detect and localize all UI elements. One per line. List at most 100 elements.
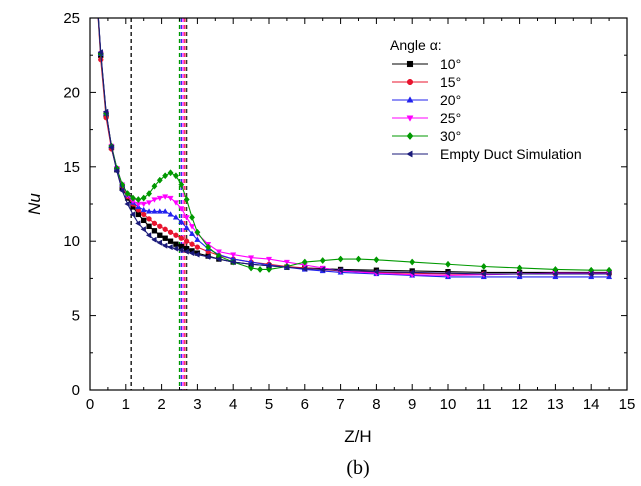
data-point [151, 220, 158, 226]
data-point [552, 270, 558, 278]
data-point [215, 249, 222, 255]
data-point [230, 252, 237, 258]
legend-title: Angle α: [390, 37, 442, 53]
data-point [301, 265, 307, 272]
series-line [97, 18, 610, 271]
data-point [204, 253, 211, 260]
legend-entry: 15° [392, 74, 461, 90]
x-tick-label: 13 [547, 396, 564, 413]
data-point [184, 238, 190, 244]
data-point [194, 228, 201, 236]
data-point [408, 269, 415, 276]
data-point [189, 213, 195, 221]
data-point [516, 264, 523, 272]
y-tick-label: 0 [72, 382, 80, 399]
data-point [102, 108, 109, 115]
data-point [172, 200, 179, 206]
data-point [337, 255, 344, 263]
data-point [178, 247, 184, 254]
data-point [188, 230, 196, 236]
data-point [167, 169, 174, 177]
y-tick-label: 25 [63, 10, 80, 27]
legend-marker [406, 78, 414, 86]
data-point [183, 215, 190, 221]
legend-marker [406, 150, 413, 158]
legend-label: 25° [440, 110, 461, 126]
data-point [183, 248, 189, 255]
series-25 [97, 18, 613, 279]
data-point [141, 211, 147, 218]
data-point [173, 232, 179, 238]
x-tick-label: 3 [193, 396, 201, 413]
data-point [167, 195, 174, 202]
data-point [247, 261, 254, 268]
data-point [140, 194, 147, 202]
data-point [108, 144, 114, 151]
legend-entry: Empty Duct Simulation [392, 146, 582, 162]
data-point [445, 260, 451, 268]
data-point [516, 270, 522, 278]
data-point [215, 255, 222, 263]
data-point [301, 258, 308, 266]
data-point [157, 223, 163, 229]
data-point [194, 236, 201, 242]
data-point [480, 262, 487, 271]
x-tick-label: 8 [372, 396, 380, 413]
legend-marker [406, 131, 414, 141]
data-point [97, 49, 103, 56]
data-point [124, 190, 131, 198]
x-tick-label: 9 [408, 396, 416, 413]
legend-marker [406, 96, 414, 103]
data-point [140, 201, 147, 208]
data-point [167, 229, 174, 235]
data-point [167, 211, 174, 217]
series-layer [97, 18, 613, 280]
data-point [178, 181, 185, 189]
data-point [157, 232, 163, 238]
data-point [172, 245, 179, 252]
x-tick-label: 0 [86, 396, 94, 413]
data-point [162, 226, 168, 232]
x-tick-label: 15 [619, 396, 636, 413]
x-tick-label: 5 [265, 396, 273, 413]
data-point [194, 251, 200, 258]
y-tick-label: 10 [63, 233, 80, 250]
legend-entry: 10° [392, 56, 461, 72]
data-point [265, 262, 272, 269]
data-point [229, 258, 236, 266]
x-tick-label: 6 [301, 396, 309, 413]
data-point [156, 176, 163, 184]
data-point [178, 235, 184, 241]
series-30 [97, 18, 613, 274]
legend-label: Empty Duct Simulation [440, 146, 582, 162]
legend-entry: 30° [392, 128, 461, 144]
data-point [587, 270, 594, 278]
figure-caption: (b) [346, 457, 369, 479]
data-point [205, 243, 212, 251]
data-point [162, 194, 169, 200]
data-point [248, 255, 255, 261]
data-point [141, 217, 147, 224]
data-point [373, 268, 379, 275]
data-point [146, 208, 153, 214]
data-point [178, 218, 185, 225]
data-point [162, 208, 169, 214]
data-point [319, 266, 325, 273]
data-point [167, 244, 173, 251]
data-point [140, 206, 147, 213]
legend-entry: 20° [392, 92, 461, 108]
plot-frame [89, 17, 628, 391]
data-point [355, 255, 362, 263]
data-point [162, 235, 168, 241]
series-20 [97, 18, 613, 280]
data-point [140, 226, 146, 233]
data-point [156, 195, 163, 202]
y-tick-label: 15 [63, 159, 80, 176]
data-point [188, 224, 196, 230]
data-point [135, 196, 142, 204]
data-point [172, 172, 179, 180]
data-point [124, 200, 130, 208]
data-point [156, 239, 162, 246]
